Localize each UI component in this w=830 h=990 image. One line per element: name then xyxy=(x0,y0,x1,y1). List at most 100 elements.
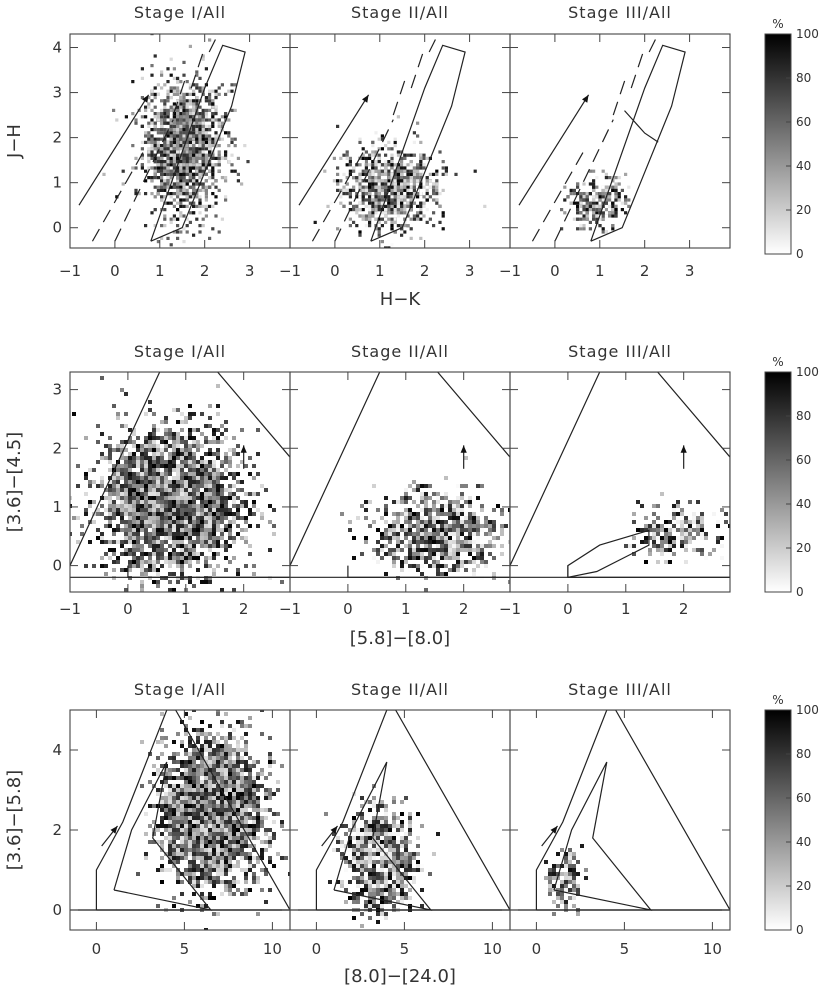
density-cell xyxy=(188,134,192,138)
density-cell xyxy=(198,112,202,116)
density-cell xyxy=(204,131,208,135)
density-cell xyxy=(112,504,116,508)
density-cell xyxy=(204,556,208,560)
density-cell xyxy=(147,105,151,109)
density-cell xyxy=(441,166,445,170)
density-cell xyxy=(208,500,212,504)
density-cell xyxy=(164,464,168,468)
density-cell xyxy=(208,476,212,480)
region-lines xyxy=(78,34,246,242)
density-cell xyxy=(384,185,388,189)
density-cell xyxy=(132,548,136,552)
density-cell xyxy=(216,552,220,556)
density-cell xyxy=(179,172,183,176)
density-cell xyxy=(214,112,218,116)
density-cell xyxy=(214,137,218,141)
density-cell xyxy=(200,500,204,504)
density-cell xyxy=(601,185,605,189)
density-cell xyxy=(441,214,445,218)
density-cell xyxy=(204,99,208,103)
density-cell xyxy=(358,163,362,167)
x-tick-label: 1 xyxy=(595,262,605,280)
density-cell xyxy=(361,208,365,212)
density-cell xyxy=(164,484,168,488)
density-cell xyxy=(611,188,615,192)
density-cell xyxy=(400,166,404,170)
density-cell xyxy=(116,412,120,416)
density-cell xyxy=(156,166,160,170)
density-cell xyxy=(403,192,407,196)
density-cell xyxy=(80,532,84,536)
density-cell xyxy=(384,208,388,212)
density-cell xyxy=(163,83,167,87)
panel-title: Stage III/All xyxy=(568,3,672,22)
density-cell xyxy=(384,220,388,224)
density-cell xyxy=(116,448,120,452)
density-cell xyxy=(112,464,116,468)
isochrone-dashed-line xyxy=(311,146,367,242)
density-cell xyxy=(148,488,152,492)
density-cell xyxy=(595,201,599,205)
x-tick-label: 3 xyxy=(685,262,695,280)
density-cell xyxy=(204,163,208,167)
density-cell xyxy=(204,520,208,524)
density-cell xyxy=(371,201,375,205)
density-cell xyxy=(393,217,397,221)
density-cell xyxy=(179,96,183,100)
density-cell xyxy=(180,436,184,440)
density-cell xyxy=(166,185,170,189)
density-cell xyxy=(208,147,212,151)
density-cell xyxy=(582,195,586,199)
isochrone-dashed-line xyxy=(428,34,439,53)
density-cell xyxy=(188,185,192,189)
density-cell xyxy=(188,536,192,540)
density-cell xyxy=(172,115,176,119)
density-cell xyxy=(228,560,232,564)
density-cell xyxy=(192,476,196,480)
density-cell xyxy=(182,115,186,119)
density-cell xyxy=(163,144,167,148)
density-cell xyxy=(228,464,232,468)
density-cell xyxy=(184,528,188,532)
density-cell xyxy=(176,179,180,183)
density-cell xyxy=(233,169,237,173)
density-cell xyxy=(166,134,170,138)
density-cell xyxy=(272,524,276,528)
density-cell xyxy=(176,153,180,157)
density-cell xyxy=(148,440,152,444)
density-cell xyxy=(166,80,170,84)
density-cell xyxy=(156,484,160,488)
density-cell xyxy=(163,169,167,173)
density-cell xyxy=(214,163,218,167)
density-cell xyxy=(582,182,586,186)
density-cell xyxy=(396,208,400,212)
density-cell xyxy=(216,384,220,388)
density-cell xyxy=(582,220,586,224)
density-cell xyxy=(172,166,176,170)
density-cell xyxy=(112,488,116,492)
density-cell xyxy=(217,150,221,154)
density-cell xyxy=(152,448,156,452)
density-cell xyxy=(419,208,423,212)
density-cell xyxy=(224,452,228,456)
density-cell xyxy=(150,134,154,138)
density-cell xyxy=(208,128,212,132)
density-cell xyxy=(169,147,173,151)
density-cell xyxy=(184,444,188,448)
density-cell xyxy=(153,105,157,109)
density-cell xyxy=(390,156,394,160)
density-cell xyxy=(196,520,200,524)
density-cell xyxy=(224,456,228,460)
density-cell xyxy=(188,432,192,436)
density-cell xyxy=(598,204,602,208)
density-cell xyxy=(140,67,144,71)
density-cell xyxy=(169,128,173,132)
density-cell xyxy=(164,556,168,560)
density-cell xyxy=(217,156,221,160)
panel-frame xyxy=(509,33,731,249)
density-cell xyxy=(416,134,420,138)
density-cell xyxy=(136,524,140,528)
density-cell xyxy=(211,121,215,125)
density-cell xyxy=(198,166,202,170)
density-cell xyxy=(339,195,343,199)
